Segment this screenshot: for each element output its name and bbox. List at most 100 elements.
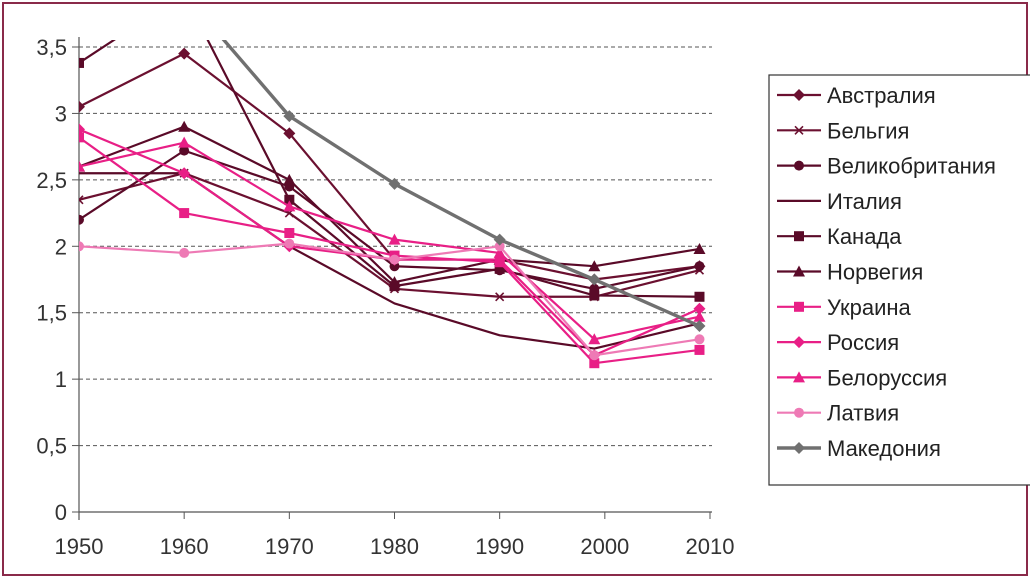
data-point [178, 167, 191, 180]
legend-item-7: Украина [777, 295, 912, 320]
data-point [388, 276, 401, 288]
legend-item-8: Россия [777, 330, 899, 355]
legend-marker [794, 125, 804, 135]
y-tick-label: 2 [55, 234, 67, 259]
legend-label: Австралия [827, 83, 936, 108]
series-10 [79, 238, 705, 361]
legend-label: Македония [827, 436, 941, 461]
data-point [79, 195, 84, 205]
legend-box [768, 74, 1030, 486]
x-tick-label: 1990 [475, 534, 524, 559]
data-point [79, 123, 85, 136]
legend-item-11: Македония [777, 436, 941, 461]
x-tick-label: 1980 [370, 534, 419, 559]
data-point [494, 241, 505, 252]
data-point [284, 238, 295, 249]
data-point [389, 254, 400, 265]
y-tick-label: 0,5 [36, 434, 67, 459]
data-point [283, 173, 296, 185]
data-point [79, 57, 84, 68]
legend-item-2: Бельгия [777, 118, 909, 143]
x-tick-label: 1970 [265, 534, 314, 559]
data-point [694, 261, 705, 272]
series-9 [79, 136, 706, 345]
legend-marker [793, 371, 805, 383]
data-point [178, 136, 191, 148]
y-tick-label: 1,5 [36, 301, 67, 326]
data-point [284, 228, 295, 238]
data-point [79, 100, 85, 113]
marker-x-stroke [794, 125, 804, 135]
legend-item-6: Норвегия [777, 260, 923, 285]
data-point [79, 160, 85, 172]
data-point [694, 334, 705, 345]
data-point [283, 200, 296, 212]
legend-marker [794, 160, 804, 171]
legend-label: Белоруссия [827, 365, 947, 390]
data-point [693, 242, 706, 254]
y-tick-label: 1 [55, 367, 67, 392]
data-point [493, 246, 506, 258]
x-tick-label: 1960 [160, 534, 209, 559]
data-point [693, 302, 706, 315]
legend-item-4: Италия [777, 189, 902, 214]
data-point [178, 47, 191, 60]
legend-label: Великобритания [827, 154, 996, 179]
y-tick-label: 3 [55, 101, 67, 126]
series-11 [221, 40, 706, 332]
legend-marker [793, 336, 805, 349]
data-point [388, 177, 401, 190]
data-point [588, 260, 601, 272]
x-tick-label: 2000 [580, 534, 629, 559]
legend-label: Украина [827, 295, 912, 320]
data-point [493, 233, 506, 246]
x-tick-label: 2010 [686, 534, 735, 559]
data-point [693, 320, 706, 332]
data-point [589, 290, 600, 301]
marker-x-stroke [79, 195, 84, 201]
legend-marker [793, 442, 805, 454]
data-point [79, 214, 84, 225]
marker-x-stroke [79, 198, 84, 205]
data-point [588, 273, 601, 286]
data-point [283, 110, 296, 123]
data-point [178, 120, 191, 132]
data-point [589, 350, 600, 361]
legend-label: Бельгия [827, 118, 909, 143]
data-point [179, 208, 190, 219]
legend: Австралия Бельгия Великобритания Италия Кана… [768, 74, 1030, 486]
data-point [588, 333, 601, 345]
data-point [179, 247, 190, 258]
legend-item-5: Канада [777, 224, 902, 249]
legend-label: Италия [827, 189, 902, 214]
legend-label: Латвия [827, 401, 899, 426]
y-tick-label: 2,5 [36, 168, 67, 193]
legend-marker [794, 407, 804, 418]
data-point [179, 145, 190, 156]
data-point [79, 241, 84, 252]
x-tick-label: 1950 [55, 534, 104, 559]
y-tick-label: 3,5 [36, 35, 67, 60]
data-point [693, 310, 706, 322]
legend-marker [794, 301, 804, 312]
data-point [589, 358, 600, 369]
data-point [284, 194, 295, 205]
legend-item-9: Белоруссия [777, 365, 947, 390]
legend-label: Норвегия [827, 260, 923, 285]
data-point [694, 344, 705, 355]
data-point [79, 132, 84, 143]
legend-marker [794, 231, 804, 242]
data-point [388, 233, 401, 245]
legend-item-3: Великобритания [777, 154, 996, 179]
legend-label: Канада [827, 224, 902, 249]
legend-label: Россия [827, 330, 899, 355]
axes: 0 0,5 1 1,5 2 2,5 3 3,5 1950 1960 1970 1980 1990 2000… [36, 35, 734, 559]
y-tick-label: 0 [55, 500, 67, 525]
legend-marker [793, 89, 805, 101]
marker-x-stroke [495, 292, 505, 302]
legend-marker [793, 265, 805, 277]
legend-item-1: Австралия [777, 83, 936, 108]
data-point [694, 291, 705, 302]
